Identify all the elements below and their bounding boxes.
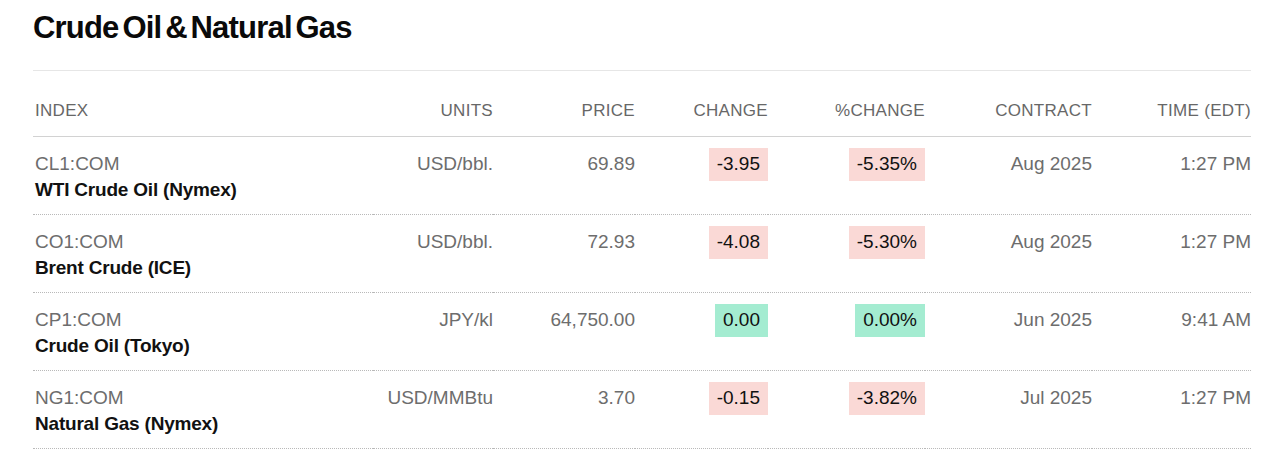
change-badge: -0.15: [709, 382, 768, 415]
time-cell: 1:27 PM: [1092, 371, 1251, 449]
table-header: INDEX UNITS PRICE CHANGE %CHANGE CONTRAC…: [33, 71, 1251, 137]
price-cell: 64,750.00: [493, 293, 635, 371]
instrument-name[interactable]: Brent Crude (ICE): [35, 255, 373, 281]
units-cell: USD/bbl.: [373, 215, 493, 293]
table-row: CP1:COM Crude Oil (Tokyo) JPY/kl 64,750.…: [33, 293, 1251, 371]
commodities-table: INDEX UNITS PRICE CHANGE %CHANGE CONTRAC…: [33, 71, 1251, 449]
pct-change-badge: -5.35%: [849, 148, 925, 181]
table-row: CL1:COM WTI Crude Oil (Nymex) USD/bbl. 6…: [33, 137, 1251, 215]
contract-cell: Aug 2025: [925, 137, 1092, 215]
change-cell: 0.00: [635, 293, 768, 371]
contract-cell: Aug 2025: [925, 215, 1092, 293]
time-cell: 1:27 PM: [1092, 137, 1251, 215]
change-cell: -0.15: [635, 371, 768, 449]
time-cell: 1:27 PM: [1092, 215, 1251, 293]
index-cell: CO1:COM Brent Crude (ICE): [33, 215, 373, 293]
col-header-pct-change: %CHANGE: [768, 71, 925, 137]
table-body: CL1:COM WTI Crude Oil (Nymex) USD/bbl. 6…: [33, 137, 1251, 449]
col-header-change: CHANGE: [635, 71, 768, 137]
col-header-units: UNITS: [373, 71, 493, 137]
pct-change-cell: -5.35%: [768, 137, 925, 215]
pct-change-badge: 0.00%: [855, 304, 925, 337]
col-header-time: TIME (EDT): [1092, 71, 1251, 137]
table-row: CO1:COM Brent Crude (ICE) USD/bbl. 72.93…: [33, 215, 1251, 293]
price-cell: 3.70: [493, 371, 635, 449]
pct-change-cell: -5.30%: [768, 215, 925, 293]
time-cell: 9:41 AM: [1092, 293, 1251, 371]
price-cell: 72.93: [493, 215, 635, 293]
change-badge: -3.95: [709, 148, 768, 181]
units-cell: JPY/kl: [373, 293, 493, 371]
change-badge: -4.08: [709, 226, 768, 259]
instrument-name[interactable]: Crude Oil (Tokyo): [35, 333, 373, 359]
price-cell: 69.89: [493, 137, 635, 215]
index-cell: CL1:COM WTI Crude Oil (Nymex): [33, 137, 373, 215]
change-cell: -3.95: [635, 137, 768, 215]
contract-cell: Jul 2025: [925, 371, 1092, 449]
ticker-link[interactable]: CP1:COM: [35, 307, 373, 333]
pct-change-badge: -5.30%: [849, 226, 925, 259]
ticker-link[interactable]: CO1:COM: [35, 229, 373, 255]
change-badge: 0.00: [715, 304, 768, 337]
units-cell: USD/MMBtu: [373, 371, 493, 449]
page-title: Crude Oil & Natural Gas: [33, 10, 1251, 46]
header-row: INDEX UNITS PRICE CHANGE %CHANGE CONTRAC…: [33, 71, 1251, 137]
instrument-name[interactable]: Natural Gas (Nymex): [35, 411, 373, 437]
units-cell: USD/bbl.: [373, 137, 493, 215]
ticker-link[interactable]: NG1:COM: [35, 385, 373, 411]
commodities-page: Crude Oil & Natural Gas INDEX UNITS PRIC…: [0, 0, 1280, 449]
table-row: NG1:COM Natural Gas (Nymex) USD/MMBtu 3.…: [33, 371, 1251, 449]
change-cell: -4.08: [635, 215, 768, 293]
pct-change-cell: 0.00%: [768, 293, 925, 371]
instrument-name[interactable]: WTI Crude Oil (Nymex): [35, 177, 373, 203]
index-cell: NG1:COM Natural Gas (Nymex): [33, 371, 373, 449]
pct-change-cell: -3.82%: [768, 371, 925, 449]
col-header-price: PRICE: [493, 71, 635, 137]
contract-cell: Jun 2025: [925, 293, 1092, 371]
col-header-contract: CONTRACT: [925, 71, 1092, 137]
col-header-index: INDEX: [33, 71, 373, 137]
index-cell: CP1:COM Crude Oil (Tokyo): [33, 293, 373, 371]
pct-change-badge: -3.82%: [849, 382, 925, 415]
ticker-link[interactable]: CL1:COM: [35, 151, 373, 177]
